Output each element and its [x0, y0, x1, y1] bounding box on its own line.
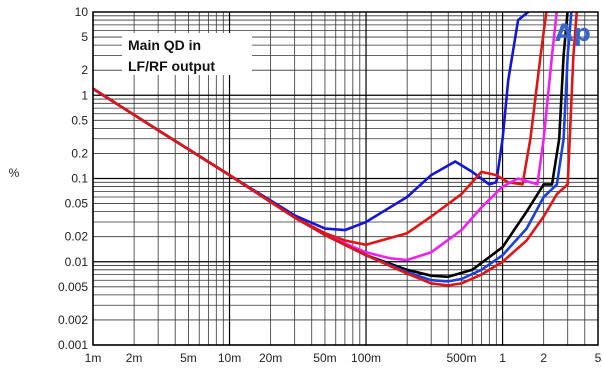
x-tick-label: 50m	[313, 351, 336, 365]
x-tick-label: 500m	[446, 351, 476, 365]
y-tick-labels: 10 5 2 1 0.5 0.2 0.1 0.05 0.02 0.01 0.005 0.002 0.00…	[58, 5, 88, 352]
y-tick-label: 0.02	[65, 230, 89, 244]
y-tick-label: 5	[81, 30, 88, 44]
annotation-background	[122, 33, 252, 75]
y-tick-label: 0.001	[58, 338, 88, 352]
y-tick-label: 2	[81, 63, 88, 77]
y-axis-label: %	[9, 166, 20, 180]
annotation-line-1: Main QD in	[128, 37, 201, 53]
y-tick-label: 0.5	[71, 113, 88, 127]
y-tick-label: 0.1	[71, 172, 88, 186]
annotation-box: Main QD in LF/RF output	[122, 33, 252, 75]
x-tick-label: 2	[540, 351, 547, 365]
y-tick-label: 0.005	[58, 280, 88, 294]
annotation-line-2: LF/RF output	[128, 58, 215, 74]
y-tick-label: 0.05	[65, 197, 89, 211]
plot-frame	[92, 11, 599, 346]
x-tick-label: 20m	[259, 351, 282, 365]
y-tick-label: 0.01	[65, 255, 89, 269]
x-tick-label: 1m	[85, 351, 102, 365]
y-tick-label: 0.2	[71, 146, 88, 160]
x-tick-label: 2m	[126, 351, 143, 365]
x-tick-label: 100m	[351, 351, 381, 365]
y-tick-label: 0.002	[58, 313, 88, 327]
series-layer	[93, 12, 579, 287]
y-tick-label: 10	[75, 5, 89, 19]
x-tick-label: 10m	[218, 351, 241, 365]
x-tick-label: 1	[499, 351, 506, 365]
x-tick-label: 5	[595, 351, 602, 365]
ap-logo: Ap	[555, 19, 591, 47]
x-tick-labels: 1m 2m 5m 10m 20m 50m 100m 500m 1 2 5	[85, 351, 602, 365]
series-line-6	[93, 12, 579, 287]
y-tick-label: 1	[81, 88, 88, 102]
x-tick-label: 5m	[180, 351, 197, 365]
